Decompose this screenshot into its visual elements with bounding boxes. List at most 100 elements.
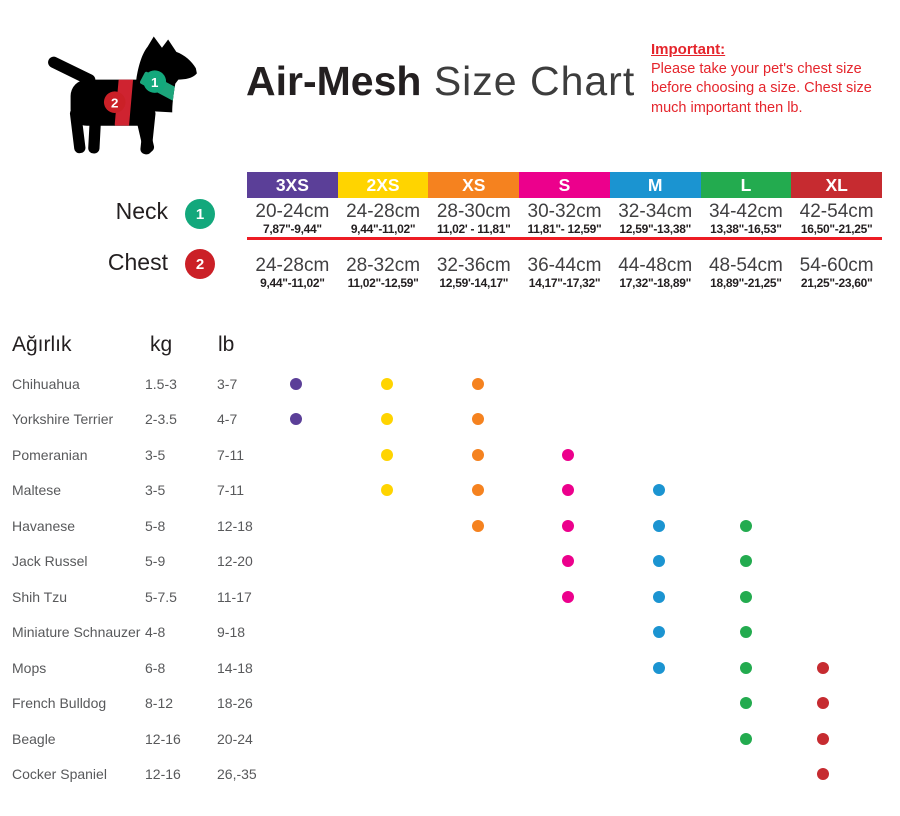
breed-kg: 6-8: [145, 659, 166, 676]
size-headers-cell-XL: XL: [791, 172, 882, 198]
chest-marker-badge: 2: [185, 249, 215, 279]
size-dot-S: [562, 555, 574, 568]
neck-cm-cell-3XS: 20-24cm: [255, 201, 330, 222]
size-dot-M: [653, 484, 665, 497]
breed-row: Beagle 12-16 20-24: [0, 721, 900, 757]
dog-harness-illustration: 1 2: [48, 34, 202, 158]
size-dot-S: [562, 519, 574, 532]
neck-in-cell-L: 13,38"-16,53": [710, 222, 782, 236]
size-dot-3XS: [290, 413, 302, 426]
size-dot-2XS: [381, 448, 393, 461]
breed-row: Cocker Spaniel 12-16 26,-35: [0, 757, 900, 793]
size-dot-L: [740, 661, 752, 674]
size-dot-XS: [472, 377, 484, 390]
breed-lb: 12-18: [217, 517, 253, 534]
size-dot-XS: [472, 519, 484, 532]
size-dot-L: [740, 519, 752, 532]
neck-in-cell-M: 12,59"-13,38": [619, 222, 691, 236]
chest-inch-row: 9,44"-11,02" 11,02"-12,59" 12,59'-14,17" 14…: [247, 276, 882, 290]
notice-body: Please take your pet's chest size before…: [651, 60, 872, 116]
breed-name: Cocker Spaniel: [12, 766, 107, 783]
size-dot-M: [653, 590, 665, 603]
breed-row: Miniature Schnauzer 4-8 9-18: [0, 615, 900, 651]
size-dot-L: [740, 555, 752, 568]
breed-kg: 3-5: [145, 446, 166, 463]
chest-in-cell-3XS: 9,44"-11,02": [260, 276, 325, 290]
breed-name: Maltese: [12, 482, 62, 499]
breed-kg: 12-16: [145, 766, 181, 783]
breed-lb: 14-18: [217, 659, 253, 676]
chest-in-cell-L: 18,89"-21,25": [710, 276, 782, 290]
neck-in-cell-XS: 11,02' - 11,81": [437, 222, 511, 236]
neck-badge-number: 1: [151, 75, 159, 90]
neck-inch-row: 7,87"-9,44" 9,44"-11,02" 11,02' - 11,81" 11…: [247, 222, 882, 236]
size-headers-cell-XS: XS: [428, 172, 520, 198]
breed-kg: 5-9: [145, 553, 166, 570]
neck-in-cell-S: 11,81"- 12,59": [527, 222, 602, 236]
size-dot-L: [740, 697, 752, 710]
breed-row: Yorkshire Terrier 2-3.5 4-7: [0, 402, 900, 438]
size-dot-XL: [817, 661, 829, 674]
breed-name: Yorkshire Terrier: [12, 411, 114, 428]
chest-cm-row: 24-28cm 28-32cm 32-36cm 36-44cm 44-48cm 48-54…: [247, 255, 882, 277]
size-headers-cell-2XS: 2XS: [337, 172, 429, 198]
size-headers-cell-3XS: 3XS: [247, 172, 338, 198]
weight-column-header: Ağırlık: [12, 333, 72, 356]
breed-row: Pomeranian 3-5 7-11: [0, 437, 900, 473]
breed-lb: 12-20: [217, 553, 253, 570]
breed-row: Shih Tzu 5-7.5 11-17: [0, 579, 900, 615]
size-header-row: 3XS 2XS XS S M L XL: [247, 172, 882, 198]
size-dot-XL: [817, 697, 829, 710]
chest-badge-number: 2: [111, 95, 118, 110]
neck-badge-icon: [143, 70, 167, 93]
neck-cm-cell-S: 30-32cm: [527, 201, 602, 222]
size-dot-3XS: [290, 377, 302, 390]
chest-in-cell-2XS: 11,02"-12,59": [347, 276, 419, 290]
neck-cm-cell-M: 32-34cm: [618, 201, 693, 222]
breed-kg: 2-3.5: [145, 411, 177, 428]
breed-name: French Bulldog: [12, 695, 107, 712]
breed-row: Havanese 5-8 12-18: [0, 508, 900, 544]
neck-in-cell-3XS: 7,87"-9,44": [262, 222, 322, 236]
breed-name: Havanese: [12, 517, 76, 534]
chest-label: Chest: [107, 249, 168, 275]
breed-kg: 8-12: [145, 695, 174, 712]
neck-label: Neck: [115, 198, 168, 224]
chest-cm-cell-3XS: 24-28cm: [255, 255, 330, 276]
size-dot-2XS: [381, 377, 393, 390]
breed-kg: 5-7.5: [145, 588, 177, 605]
size-dot-2XS: [381, 484, 393, 497]
dog-head: [134, 36, 197, 113]
breed-lb: 26,-35: [217, 766, 257, 783]
neck-cm-cell-L: 34-42cm: [708, 201, 783, 222]
size-dot-M: [653, 626, 665, 639]
size-dot-L: [740, 626, 752, 639]
breed-row: Chihuahua 1.5-3 3-7: [0, 366, 900, 402]
chest-cm-cell-2XS: 28-32cm: [346, 255, 421, 276]
size-dot-XL: [817, 768, 829, 781]
breed-lb: 7-11: [217, 482, 244, 499]
size-dot-XS: [472, 484, 484, 497]
chest-in-cell-XS: 12,59'-14,17": [439, 276, 509, 290]
breed-lb: 11-17: [217, 588, 252, 605]
breed-lb: 7-11: [217, 446, 244, 463]
size-dot-L: [740, 590, 752, 603]
size-dot-M: [653, 519, 665, 532]
breed-name: Shih Tzu: [12, 588, 67, 605]
chest-cm-cell-XS: 32-36cm: [436, 255, 511, 276]
lb-column-header: lb: [218, 333, 235, 356]
kg-column-header: kg: [150, 333, 173, 356]
size-dot-XL: [817, 732, 829, 745]
page-title: Air-Mesh Size Chart: [246, 58, 635, 105]
breed-kg: 1.5-3: [145, 375, 177, 392]
chest-in-cell-S: 14,17"-17,32": [528, 276, 601, 290]
chest-cm-cell-M: 44-48cm: [618, 255, 693, 276]
breed-lb: 9-18: [217, 624, 246, 641]
breed-name: Miniature Schnauzer: [12, 624, 141, 641]
breed-name: Jack Russel: [12, 553, 88, 570]
breed-lb: 20-24: [217, 730, 253, 747]
breed-kg: 12-16: [145, 730, 181, 747]
size-dot-L: [740, 732, 752, 745]
breed-name: Pomeranian: [12, 446, 88, 463]
